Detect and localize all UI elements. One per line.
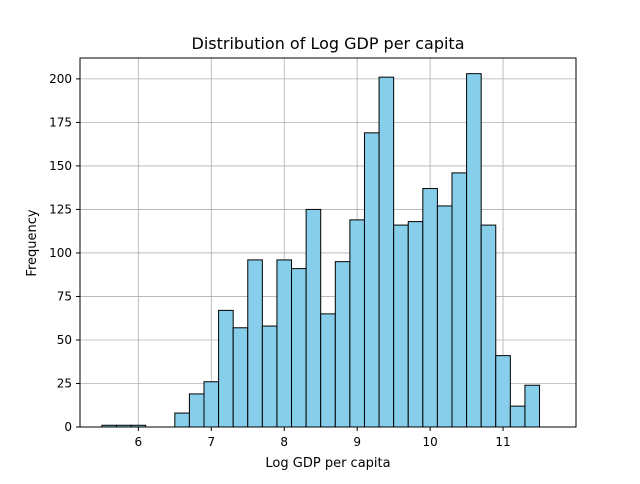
y-tick-label: 125 — [49, 202, 72, 216]
histogram-bar — [378, 76, 395, 428]
x-axis-label: Log GDP per capita — [265, 456, 390, 471]
histogram-bar — [320, 313, 336, 428]
histogram-bar — [495, 355, 511, 428]
y-axis-ticks: 0 25 50 75 100 125 150 175 200 — [49, 72, 80, 434]
y-axis-label: Frequency — [25, 209, 40, 276]
histogram-bar — [422, 188, 438, 428]
y-tick-label: 75 — [57, 289, 72, 303]
y-tick-label: 175 — [49, 115, 72, 129]
histogram-bar — [291, 268, 307, 428]
histogram-bar — [509, 405, 526, 428]
histogram-bar — [188, 393, 205, 428]
y-tick-label: 150 — [49, 159, 72, 173]
histogram-bar — [349, 219, 365, 428]
x-axis-ticks: 6 7 8 9 10 11 — [135, 427, 511, 449]
histogram-bar — [363, 132, 380, 428]
histogram-bar — [203, 381, 220, 428]
histogram-bar — [393, 224, 409, 428]
y-tick-label: 50 — [57, 333, 72, 347]
y-tick-label: 25 — [57, 376, 72, 390]
histogram-bar — [305, 208, 322, 428]
histogram-bar — [218, 309, 234, 428]
x-tick-label: 11 — [495, 435, 510, 449]
histogram-bar — [232, 327, 249, 428]
chart-title: Distribution of Log GDP per capita — [192, 34, 465, 53]
histogram-bar — [480, 224, 497, 428]
y-tick-label: 200 — [49, 72, 72, 86]
histogram-bar — [466, 73, 482, 428]
histogram-bar — [524, 384, 541, 428]
y-tick-label: 100 — [49, 246, 72, 260]
plot-frame — [79, 57, 577, 428]
histogram-bars — [101, 73, 541, 428]
histogram-bar — [436, 205, 453, 428]
x-tick-label: 10 — [422, 435, 437, 449]
x-tick-label: 7 — [207, 435, 215, 449]
histogram-bar — [276, 259, 293, 428]
y-tick-label: 0 — [64, 420, 72, 434]
x-tick-label: 8 — [280, 435, 288, 449]
histogram-bar — [451, 172, 468, 428]
histogram-bar — [334, 261, 351, 428]
x-tick-label: 9 — [353, 435, 361, 449]
histogram-bar — [407, 221, 424, 428]
histogram-bar — [247, 259, 263, 428]
x-tick-label: 6 — [135, 435, 143, 449]
histogram-bar — [174, 412, 190, 428]
histogram-bar — [261, 325, 278, 428]
